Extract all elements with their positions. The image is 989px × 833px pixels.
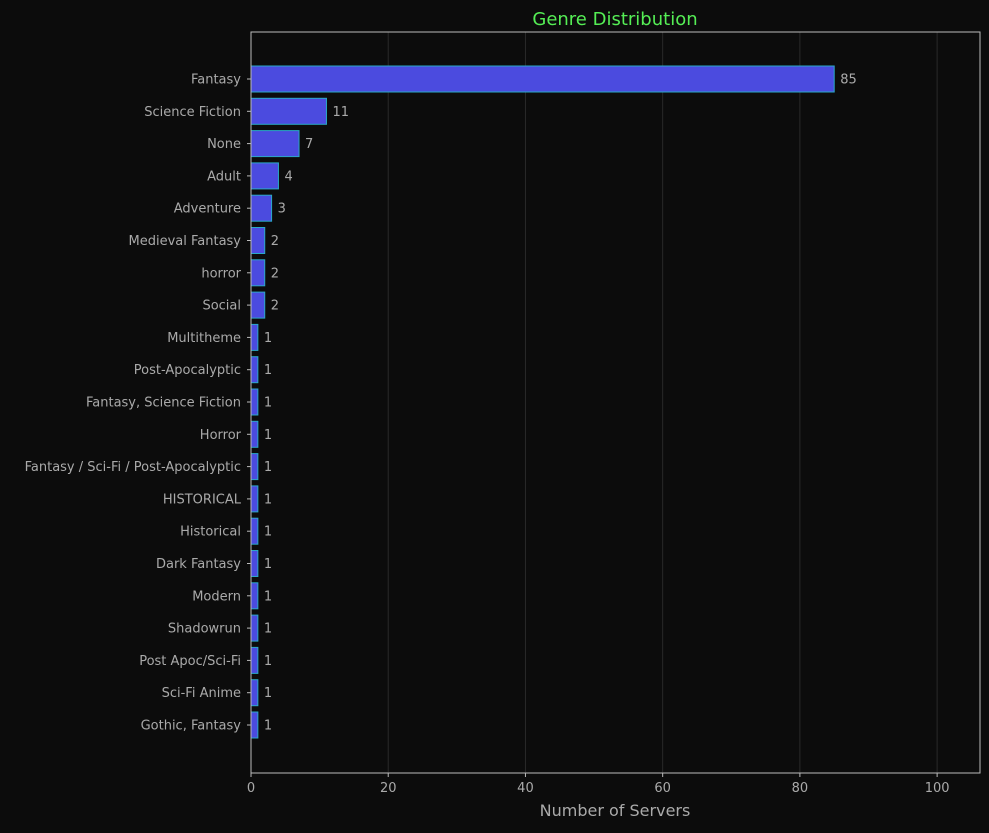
bar: [250, 259, 266, 287]
x-tick-label: 60: [654, 781, 671, 796]
bar: [250, 420, 259, 448]
data-label: 1: [264, 589, 272, 604]
y-tick-label: Sci-Fi Anime: [162, 686, 241, 701]
y-tick-label: HISTORICAL: [163, 492, 242, 507]
data-label: 1: [264, 654, 272, 669]
data-label: 2: [271, 299, 279, 314]
bar: [250, 388, 259, 416]
x-tick-label: 20: [380, 781, 397, 796]
y-tick-label: Social: [202, 299, 241, 314]
y-tick-label: Shadowrun: [168, 622, 241, 637]
x-tick-label: 100: [925, 781, 950, 796]
bar: [250, 65, 835, 93]
y-tick-label: Horror: [200, 428, 242, 443]
data-label: 1: [264, 622, 272, 637]
y-tick-label: None: [207, 137, 241, 152]
y-tick-label: Dark Fantasy: [156, 557, 241, 572]
x-tick-label: 0: [247, 781, 255, 796]
bar: [250, 453, 259, 481]
data-label: 4: [284, 169, 292, 184]
data-label: 1: [264, 428, 272, 443]
bar: [250, 485, 259, 513]
data-label: 7: [305, 137, 313, 152]
bar: [250, 614, 259, 642]
x-tick-label: 80: [792, 781, 809, 796]
bar: [250, 97, 327, 125]
y-tick-label: Fantasy: [191, 73, 241, 88]
y-tick-label: Modern: [192, 589, 241, 604]
plot-frame: [250, 31, 981, 774]
y-tick-label: Science Fiction: [144, 105, 241, 120]
y-tick-label: Adult: [207, 169, 241, 184]
y-tick-label: Medieval Fantasy: [129, 234, 242, 249]
data-label: 2: [271, 234, 279, 249]
bar: [250, 679, 259, 707]
data-label: 11: [332, 105, 349, 120]
y-tick-label: Fantasy / Sci-Fi / Post-Apocalyptic: [25, 460, 241, 475]
data-label: 1: [264, 719, 272, 734]
y-tick-label: Post-Apocalyptic: [134, 363, 241, 378]
bar: [250, 323, 259, 351]
bar: [250, 227, 266, 254]
y-tick-label: horror: [201, 266, 241, 281]
bar: [250, 194, 273, 222]
bar: [250, 291, 266, 319]
y-tick-label: Adventure: [174, 202, 241, 217]
bar: [250, 711, 259, 739]
y-tick-label: Fantasy, Science Fiction: [86, 396, 241, 411]
y-tick-label: Post Apoc/Sci-Fi: [139, 654, 241, 669]
bar: [250, 162, 279, 190]
data-label: 85: [840, 73, 857, 88]
data-label: 1: [264, 363, 272, 378]
bar: [250, 550, 259, 577]
chart-title: Genre Distribution: [532, 9, 697, 30]
bar: [250, 356, 259, 384]
data-label: 1: [264, 396, 272, 411]
y-tick-label: Gothic, Fantasy: [141, 719, 242, 734]
bar: [250, 130, 300, 158]
bar: [250, 517, 259, 545]
bar: [250, 582, 259, 610]
data-label: 1: [264, 525, 272, 540]
data-label: 1: [264, 460, 272, 475]
data-label: 1: [264, 557, 272, 572]
data-label: 1: [264, 686, 272, 701]
y-tick-label: Historical: [180, 525, 241, 540]
data-label: 2: [271, 266, 279, 281]
bar: [250, 646, 259, 674]
x-tick-label: 40: [517, 781, 534, 796]
y-tick-label: Multitheme: [167, 331, 241, 346]
x-axis-label: Number of Servers: [540, 801, 691, 820]
data-label: 3: [278, 202, 286, 217]
data-label: 1: [264, 492, 272, 507]
data-label: 1: [264, 331, 272, 346]
